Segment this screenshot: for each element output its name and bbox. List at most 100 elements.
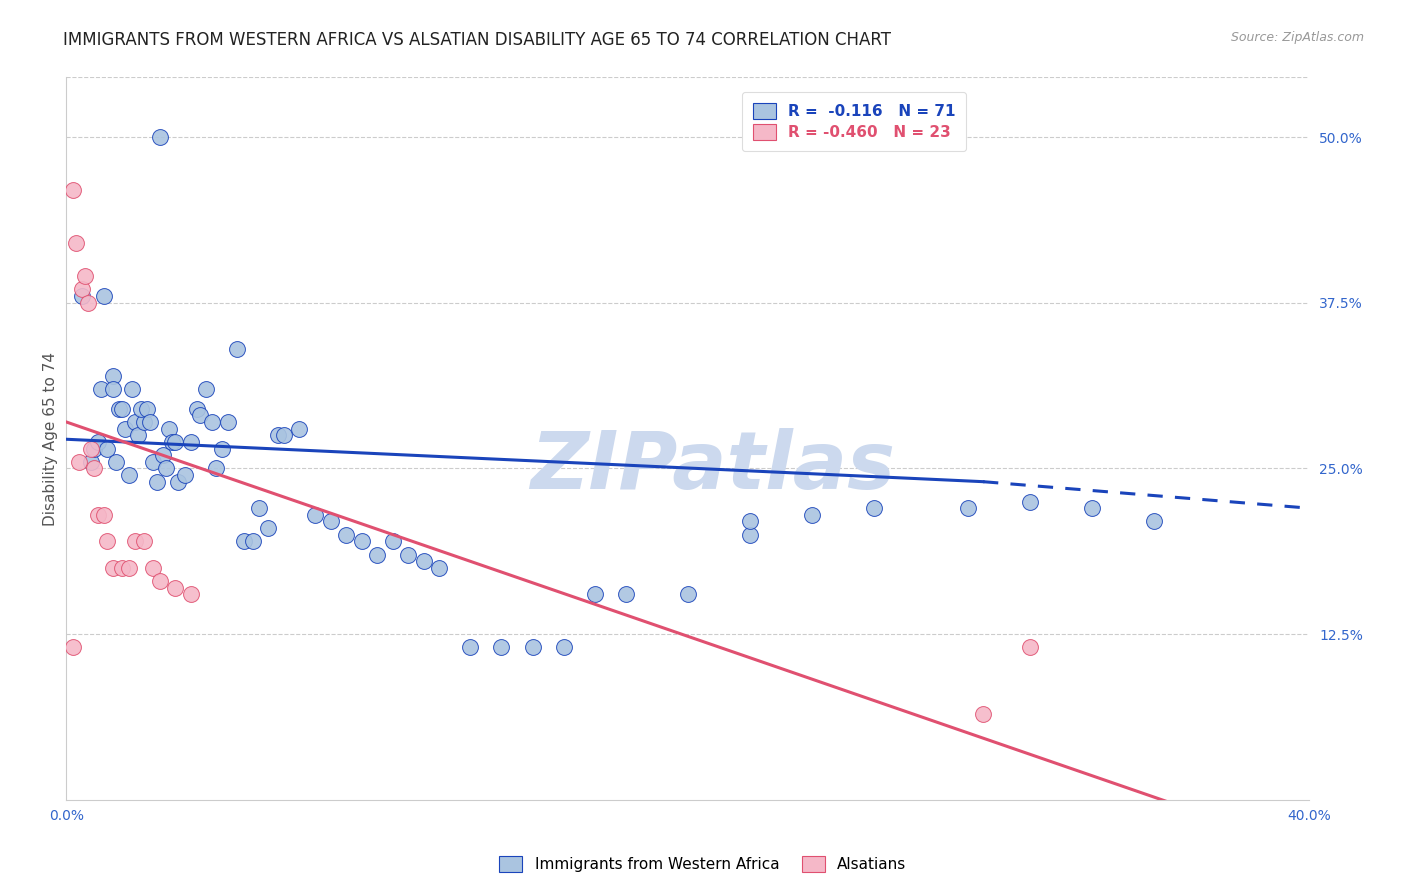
Point (70, 289, 93, 303)
Point (491, 640, 513, 655)
Point (211, 442, 233, 456)
Point (111, 401, 134, 416)
Point (195, 382, 218, 396)
Point (101, 368, 124, 383)
Point (247, 501, 270, 516)
Legend: Immigrants from Western Africa, Alsatians: Immigrants from Western Africa, Alsatian… (492, 848, 914, 880)
Point (350, 534, 373, 549)
Point (267, 428, 290, 442)
Point (553, 640, 575, 655)
Point (319, 515, 342, 529)
Point (396, 548, 419, 562)
Point (273, 428, 295, 442)
Point (75, 269, 97, 284)
Point (242, 534, 264, 549)
Point (522, 640, 544, 655)
Point (304, 508, 326, 522)
Point (139, 415, 162, 429)
Point (101, 561, 124, 575)
Point (583, 587, 606, 601)
Point (152, 448, 174, 462)
Point (972, 706, 994, 721)
Point (77, 295, 100, 310)
Point (65, 236, 87, 251)
Point (180, 434, 202, 449)
Point (121, 382, 143, 396)
Point (105, 455, 128, 469)
Point (204, 461, 226, 475)
Point (86, 434, 108, 449)
Point (134, 415, 156, 429)
Point (127, 428, 149, 442)
Point (124, 415, 146, 429)
Point (129, 401, 152, 416)
Point (70, 283, 93, 297)
Point (136, 401, 159, 416)
Point (165, 581, 187, 595)
Point (142, 561, 165, 575)
Point (1018, 494, 1040, 508)
Point (67, 455, 90, 469)
Text: ZIPatlas: ZIPatlas (530, 428, 896, 507)
Text: IMMIGRANTS FROM WESTERN AFRICA VS ALSATIAN DISABILITY AGE 65 TO 74 CORRELATION C: IMMIGRANTS FROM WESTERN AFRICA VS ALSATI… (63, 31, 891, 49)
Point (134, 534, 156, 549)
Point (62, 640, 84, 655)
Point (217, 415, 239, 429)
Point (155, 461, 177, 475)
Point (180, 587, 202, 601)
Point (117, 561, 139, 575)
Point (956, 501, 979, 516)
Point (111, 561, 134, 575)
Point (145, 475, 167, 489)
Point (173, 468, 195, 483)
Point (93, 508, 115, 522)
Point (676, 587, 699, 601)
Point (160, 434, 183, 449)
Point (86, 508, 108, 522)
Point (226, 342, 249, 356)
Point (167, 475, 190, 489)
Point (80, 442, 103, 456)
Point (460, 640, 482, 655)
Point (288, 422, 311, 436)
Point (96, 442, 118, 456)
Point (366, 548, 388, 562)
Point (614, 587, 637, 601)
Point (427, 561, 450, 575)
Point (1143, 515, 1166, 529)
Point (108, 401, 131, 416)
Point (165, 434, 187, 449)
Text: Source: ZipAtlas.com: Source: ZipAtlas.com (1230, 31, 1364, 45)
Point (232, 534, 254, 549)
Point (83, 442, 105, 456)
Point (188, 409, 211, 423)
Point (157, 422, 180, 436)
Point (201, 415, 224, 429)
Point (142, 455, 165, 469)
Point (93, 289, 115, 303)
Point (83, 461, 105, 475)
Point (149, 574, 172, 588)
Point (863, 501, 886, 516)
Legend: R =  -0.116   N = 71, R = -0.460   N = 23: R = -0.116 N = 71, R = -0.460 N = 23 (742, 92, 966, 151)
Point (149, 130, 172, 145)
Point (117, 468, 139, 483)
Point (738, 515, 761, 529)
Point (96, 534, 118, 549)
Point (101, 382, 124, 396)
Point (124, 534, 146, 549)
Point (62, 183, 84, 197)
Point (114, 422, 136, 436)
Point (801, 508, 824, 522)
Point (90, 382, 112, 396)
Point (1018, 640, 1040, 655)
Point (186, 401, 208, 416)
Y-axis label: Disability Age 65 to 74: Disability Age 65 to 74 (44, 351, 58, 525)
Point (1081, 501, 1104, 516)
Point (412, 554, 434, 568)
Point (257, 521, 280, 535)
Point (80, 455, 103, 469)
Point (738, 527, 761, 541)
Point (381, 534, 404, 549)
Point (335, 527, 357, 541)
